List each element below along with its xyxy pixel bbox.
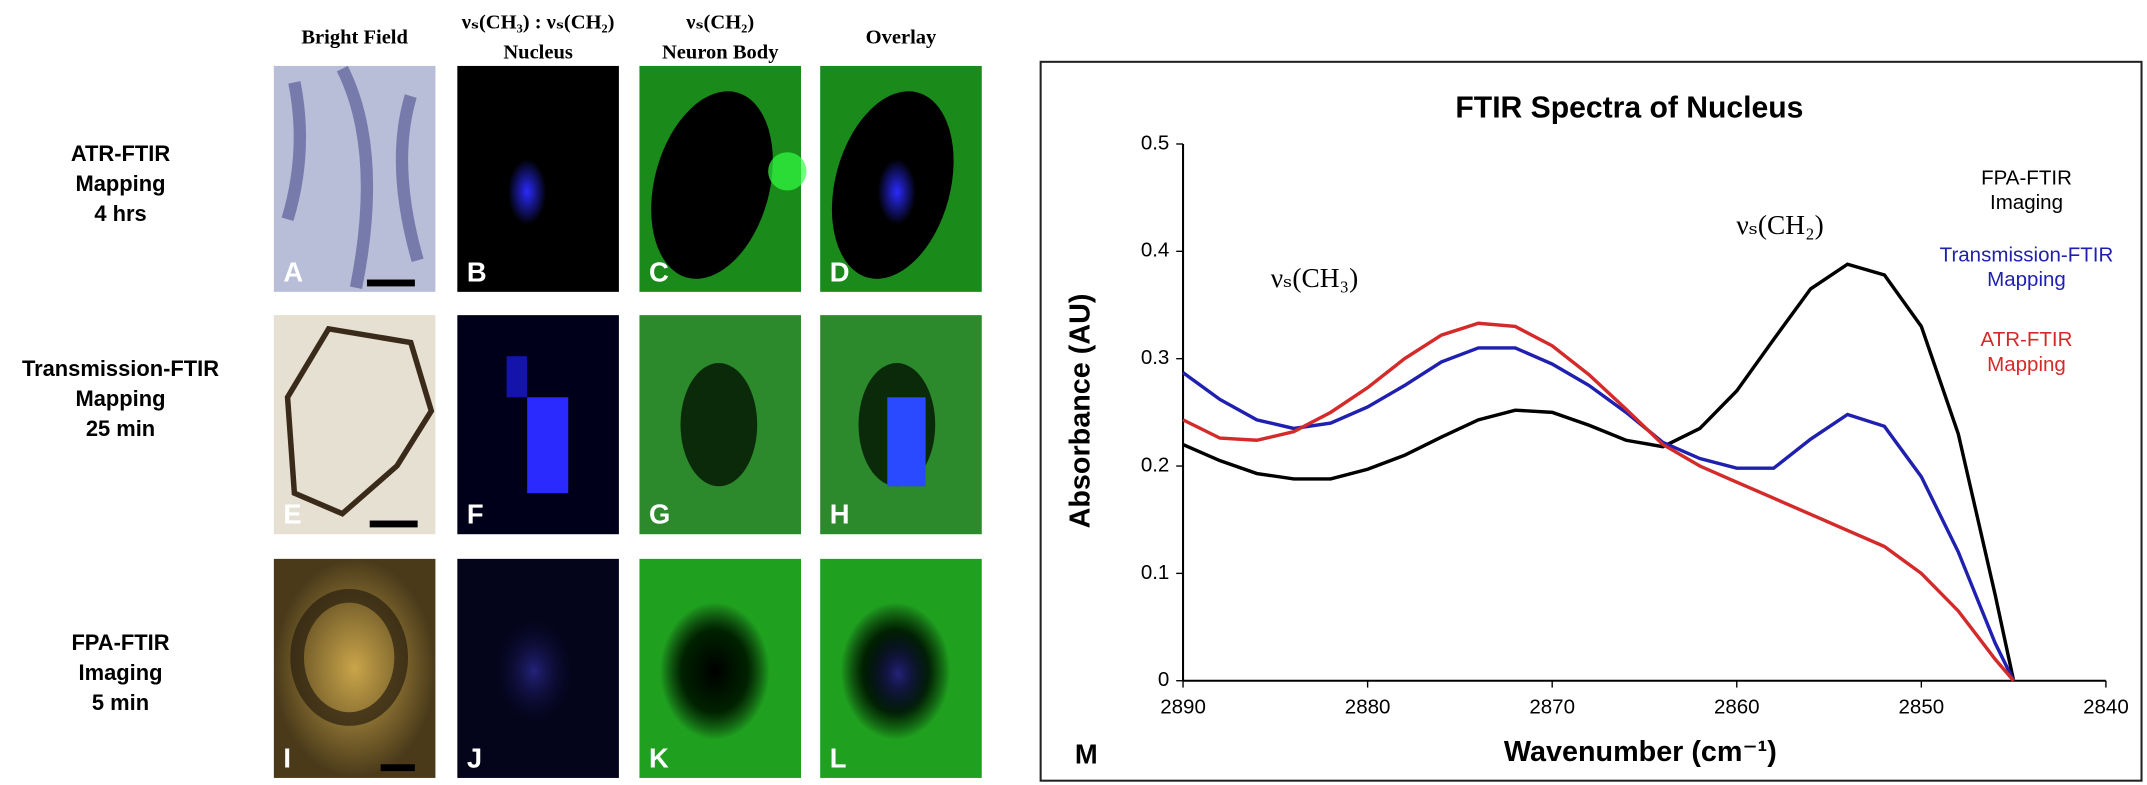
y-axis-label: Absorbance (AU) xyxy=(1064,294,1096,529)
x-tick-label: 2840 xyxy=(2083,696,2129,719)
image-texture xyxy=(290,588,409,726)
panel-letter: E xyxy=(283,499,301,530)
scale-bar xyxy=(369,520,418,528)
image-panels xyxy=(273,65,982,778)
image-texture xyxy=(768,152,807,191)
panel-letter: K xyxy=(649,742,669,773)
legend-label: FPA-FTIR Imaging xyxy=(1981,167,2072,215)
row-label: Transmission-FTIR Mapping 25 min xyxy=(22,356,219,441)
series-line xyxy=(1182,321,2015,682)
legend-label: Transmission-FTIR Mapping xyxy=(1940,244,2114,292)
panel-letter: B xyxy=(467,256,487,287)
image-texture xyxy=(507,159,547,225)
annotation: νₛ(CH₃) xyxy=(1271,263,1358,293)
panel-letter: G xyxy=(649,499,670,530)
image-texture xyxy=(492,616,576,726)
image-texture xyxy=(506,356,528,398)
column-header: νₛ(CH₃) : νₛ(CH₂) Nucleus xyxy=(461,11,615,63)
panel-letter: C xyxy=(649,256,669,287)
y-tick-label: 0.4 xyxy=(1141,239,1170,262)
image-texture xyxy=(680,363,758,487)
x-tick-label: 2890 xyxy=(1160,696,1206,719)
series-line xyxy=(1182,346,2016,682)
row-label: ATR-FTIR Mapping 4 hrs xyxy=(71,141,170,226)
chart-title: FTIR Spectra of Nucleus xyxy=(1455,92,1803,125)
y-tick-label: 0.3 xyxy=(1141,346,1170,369)
x-tick-label: 2850 xyxy=(1899,696,1945,719)
x-tick-label: 2880 xyxy=(1345,696,1391,719)
legend-label: ATR-FTIR Mapping xyxy=(1981,329,2073,377)
annotation: νₛ(CH₂) xyxy=(1736,210,1823,240)
image-texture xyxy=(659,602,770,740)
x-tick-label: 2860 xyxy=(1714,696,1760,719)
panel-letter: J xyxy=(467,742,482,773)
column-header: Overlay xyxy=(866,26,937,48)
image-texture xyxy=(877,159,917,225)
panel-label: M xyxy=(1075,738,1098,769)
panel-letter: D xyxy=(830,256,850,287)
panel-letter: F xyxy=(467,499,484,530)
image-texture xyxy=(281,65,424,289)
scale-bar xyxy=(366,279,415,287)
chart-frame xyxy=(1039,60,2143,782)
x-axis-label: Wavenumber (cm⁻¹) xyxy=(1504,736,1777,768)
image-texture xyxy=(527,397,569,494)
x-tick-label: 2870 xyxy=(1529,696,1575,719)
series-line xyxy=(1182,262,2016,682)
y-tick-label: 0.2 xyxy=(1141,453,1170,476)
y-tick-label: 0.1 xyxy=(1141,561,1170,584)
panel-letter: L xyxy=(830,742,847,773)
image-texture xyxy=(284,325,435,517)
y-tick-label: 0 xyxy=(1158,668,1169,691)
scale-bar xyxy=(380,764,415,772)
row-label: FPA-FTIR Imaging 5 min xyxy=(71,630,169,715)
panel-letter: A xyxy=(283,256,303,287)
y-tick-label: 0.5 xyxy=(1141,131,1170,154)
panel-letter: I xyxy=(283,742,291,773)
column-header: νₛ(CH₂) Neuron Body xyxy=(662,11,779,63)
image-texture xyxy=(862,627,934,721)
column-header: Bright Field xyxy=(301,26,408,48)
image-texture xyxy=(651,91,773,279)
image-texture xyxy=(887,397,926,487)
panel-letter: H xyxy=(830,499,850,530)
